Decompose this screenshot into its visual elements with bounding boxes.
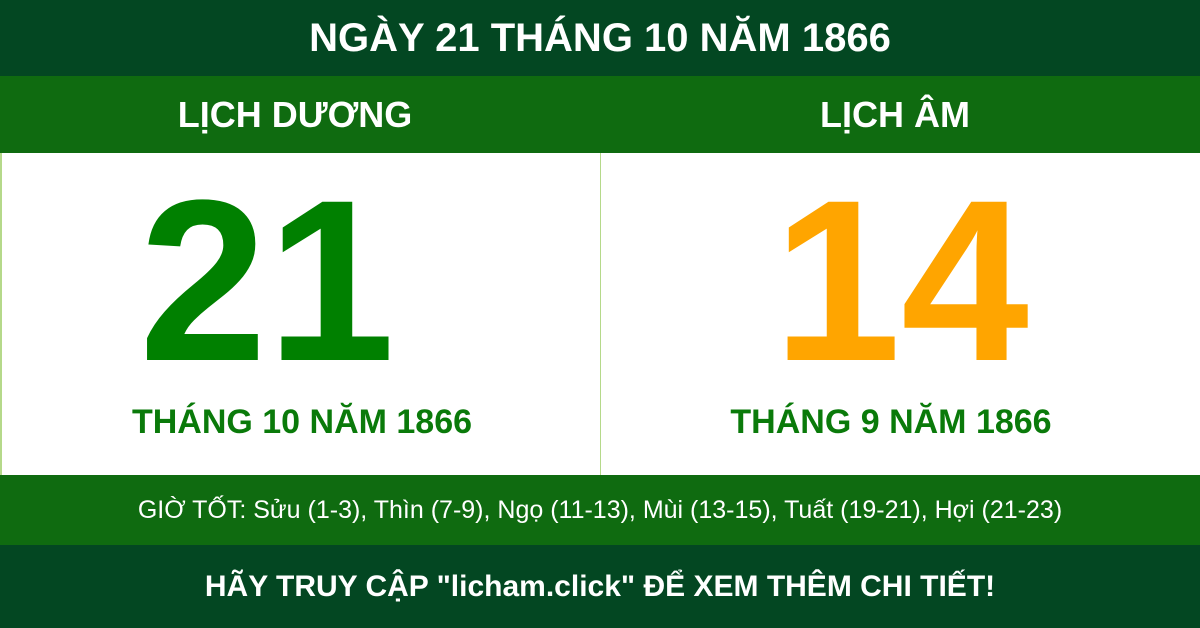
- calendar-headers: LỊCH DƯƠNG LỊCH ÂM: [0, 76, 1200, 153]
- lunar-panel: 14 THÁNG 9 NĂM 1866: [600, 153, 1200, 475]
- lunar-day: 14: [773, 152, 1029, 409]
- page-title: NGÀY 21 THÁNG 10 NĂM 1866: [0, 0, 1200, 76]
- calendar-body: 21 THÁNG 10 NĂM 1866 14 THÁNG 9 NĂM 1866: [0, 153, 1200, 475]
- footer-cta: HÃY TRUY CẬP "licham.click" ĐỂ XEM THÊM …: [0, 545, 1200, 628]
- solar-panel: 21 THÁNG 10 NĂM 1866: [0, 153, 600, 475]
- solar-day: 21: [139, 152, 395, 409]
- lunar-month-year: THÁNG 9 NĂM 1866: [730, 403, 1052, 441]
- lunar-heading: LỊCH ÂM: [820, 93, 970, 135]
- good-hours: GIỜ TỐT: Sửu (1-3), Thìn (7-9), Ngọ (11-…: [0, 475, 1200, 545]
- solar-heading: LỊCH DƯƠNG: [177, 93, 413, 135]
- solar-month-year: THÁNG 10 NĂM 1866: [131, 403, 473, 441]
